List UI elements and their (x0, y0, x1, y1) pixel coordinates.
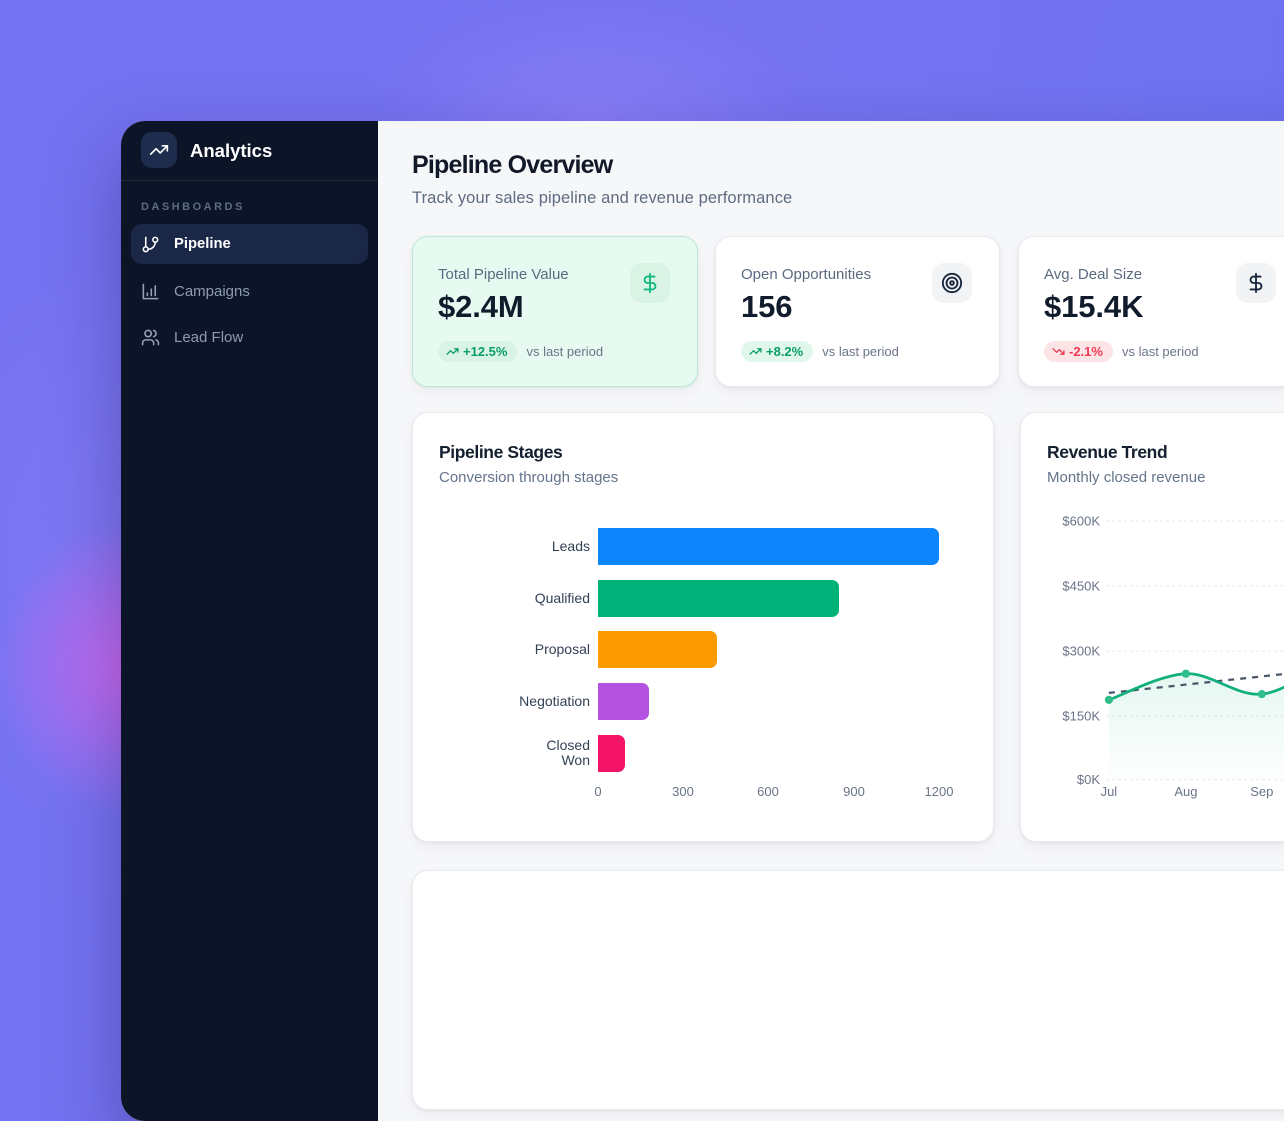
svg-text:Jul: Jul (1101, 784, 1118, 799)
svg-text:$450K: $450K (1062, 578, 1100, 593)
svg-text:$150K: $150K (1062, 709, 1100, 724)
svg-text:Aug: Aug (1174, 784, 1197, 799)
svg-text:Sep: Sep (1250, 784, 1273, 799)
svg-text:$0K: $0K (1077, 772, 1100, 787)
svg-text:$300K: $300K (1062, 644, 1100, 659)
svg-text:$600K: $600K (1062, 514, 1100, 529)
